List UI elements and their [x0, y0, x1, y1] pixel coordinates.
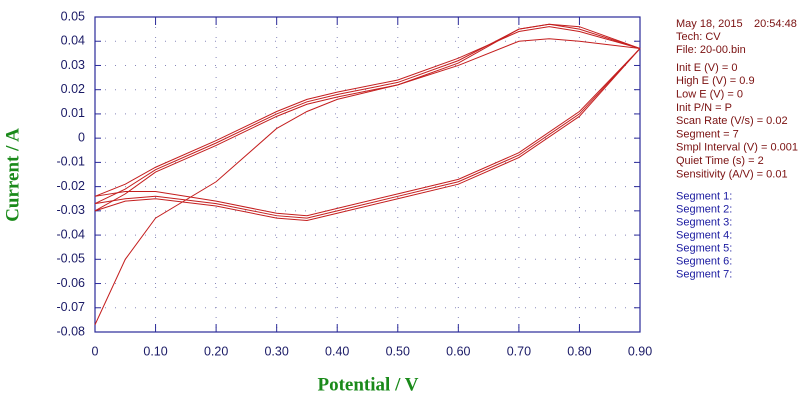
cv-segment [94, 48, 641, 222]
x-tick-label: 0.80 [567, 344, 591, 358]
cv-segment [94, 48, 641, 217]
parameter: Quiet Time (s) = 2 [676, 155, 764, 167]
cv-segment [94, 23, 641, 212]
y-tick-label: 0.05 [61, 9, 85, 23]
y-tick-label: -0.02 [57, 179, 86, 193]
y-tick-label: 0.01 [61, 106, 85, 120]
parameter: Sensitivity (A/V) = 0.01 [676, 168, 788, 180]
parameter: Low E (V) = 0 [676, 89, 743, 101]
x-tick-label: 0.20 [204, 344, 228, 358]
y-tick-label: 0.04 [61, 34, 85, 48]
cv-segment [94, 26, 641, 197]
x-tick-label: 0.30 [264, 344, 288, 358]
x-tick-label: 0.50 [386, 344, 410, 358]
time: 20:54:48 [754, 18, 797, 30]
legend-entry: Segment 4: [676, 230, 732, 242]
y-tick-label: -0.07 [57, 300, 86, 314]
x-tick-label: 0 [92, 344, 99, 358]
legend-entry: Segment 7: [676, 269, 732, 281]
plot-frame [94, 16, 641, 333]
y-tick-label: -0.01 [57, 155, 86, 169]
parameter: Scan Rate (V/s) = 0.02 [676, 115, 788, 127]
y-tick-label: -0.06 [57, 276, 86, 290]
y-tick-label: -0.08 [57, 324, 86, 338]
y-axis-label: Current / A [2, 128, 23, 222]
parameter: Init E (V) = 0 [676, 62, 737, 74]
date: May 18, 2015 [676, 18, 743, 30]
y-tick-label: 0 [78, 130, 85, 144]
info-line: Tech: CV [676, 31, 721, 43]
info-line: File: 20-00.bin [676, 44, 746, 56]
cv-segment [94, 38, 641, 325]
x-tick-label: 0.90 [628, 344, 652, 358]
legend-entry: Segment 3: [676, 217, 732, 229]
x-tick-label: 0.70 [507, 344, 531, 358]
parameter: High E (V) = 0.9 [676, 75, 755, 87]
parameter: Init P/N = P [676, 102, 732, 114]
y-tick-label: 0.03 [61, 58, 85, 72]
parameter: Segment = 7 [676, 128, 739, 140]
y-tick-label: -0.03 [57, 203, 86, 217]
cv-segment [94, 48, 641, 219]
cv-segment [94, 23, 641, 205]
legend-entry: Segment 1: [676, 191, 732, 203]
x-tick-label: 0.40 [325, 344, 349, 358]
x-tick-label: 0.60 [446, 344, 470, 358]
x-axis-label: Potential / V [318, 374, 419, 395]
legend-entry: Segment 6: [676, 256, 732, 268]
legend-entry: Segment 2: [676, 204, 732, 216]
y-tick-label: 0.02 [61, 82, 85, 96]
y-tick-label: -0.04 [57, 227, 86, 241]
legend-entry: Segment 5: [676, 243, 732, 255]
y-tick-label: -0.05 [57, 252, 86, 266]
x-tick-label: 0.10 [143, 344, 167, 358]
parameter: Smpl Interval (V) = 0.001 [676, 142, 798, 154]
